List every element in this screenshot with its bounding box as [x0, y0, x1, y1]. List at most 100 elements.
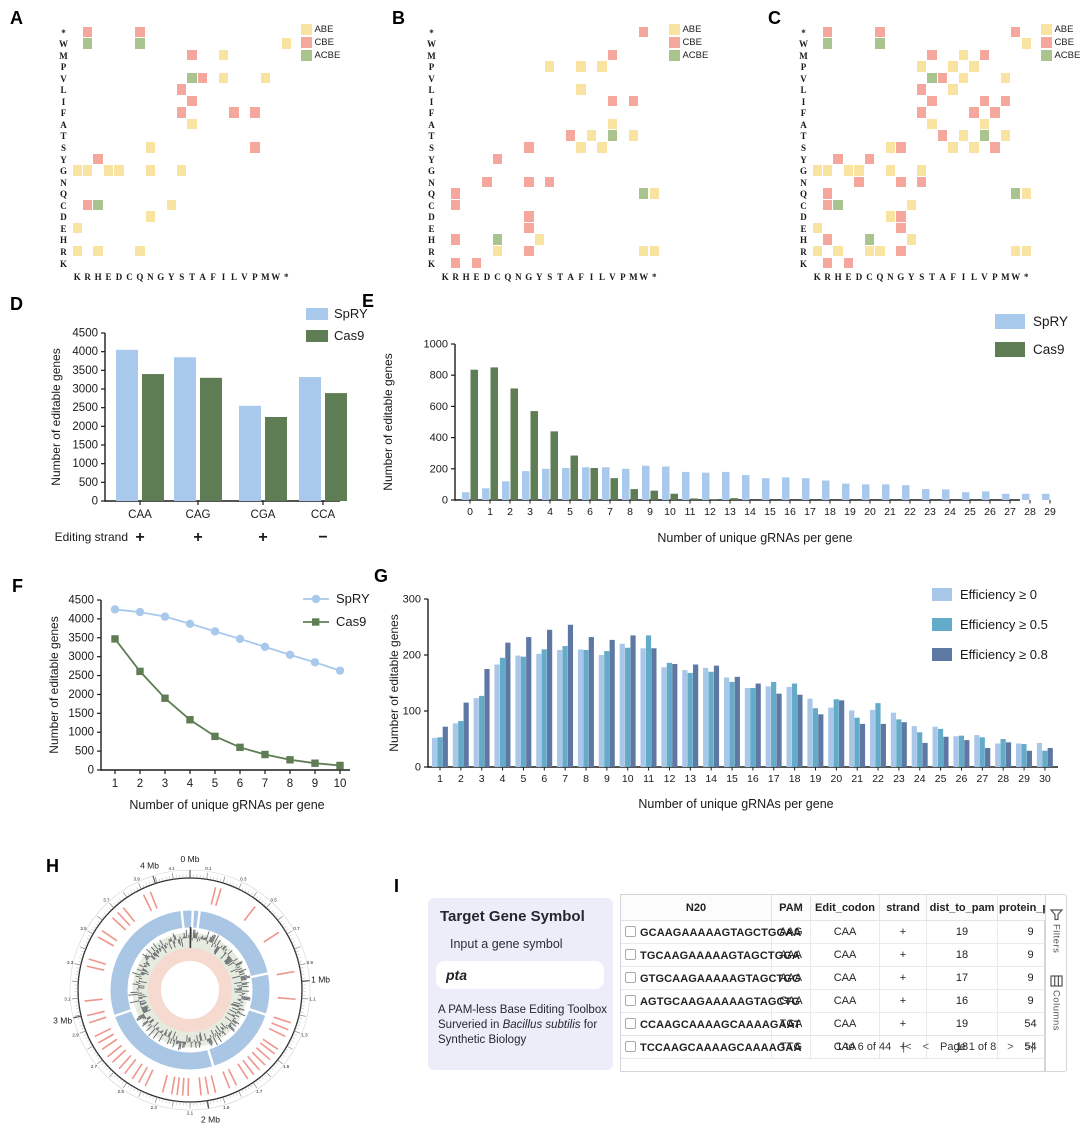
- first-page-button[interactable]: |<: [902, 1041, 912, 1053]
- svg-text:12: 12: [664, 773, 676, 785]
- svg-text:13: 13: [684, 773, 696, 785]
- edit-site-tick: [262, 1038, 279, 1050]
- bar-cas9: [570, 455, 578, 500]
- grid-cell-abe: [885, 211, 896, 222]
- svg-text:9: 9: [604, 773, 610, 785]
- grid-cell-cbe: [450, 257, 461, 269]
- column-header-dist_to_pam[interactable]: dist_to_pam: [926, 895, 998, 921]
- columns-tab[interactable]: Columns: [1050, 990, 1062, 1032]
- row-checkbox[interactable]: [625, 948, 636, 960]
- svg-text:24: 24: [914, 773, 926, 785]
- grid-cell-cbe: [937, 72, 948, 84]
- bar-eff08: [505, 642, 511, 767]
- svg-text:Efficiency ≥ 0.8: Efficiency ≥ 0.8: [960, 647, 1048, 662]
- grid-cell-abe: [607, 118, 618, 130]
- row-checkbox[interactable]: [625, 1040, 636, 1052]
- bar-spry: [702, 472, 710, 500]
- svg-text:1.7: 1.7: [256, 1089, 263, 1094]
- aa-col-label: T: [929, 271, 936, 282]
- row-checkbox[interactable]: [625, 1017, 636, 1029]
- bar-eff05: [1021, 744, 1027, 767]
- bar-eff05: [583, 649, 589, 767]
- grid-cell-cbe: [187, 49, 197, 61]
- filters-tab[interactable]: Filters: [1050, 924, 1062, 954]
- svg-text:3: 3: [479, 773, 485, 785]
- row-checkbox[interactable]: [625, 925, 636, 937]
- table-cell: CAA: [810, 943, 880, 967]
- legend-swatch-cbe: [669, 37, 681, 48]
- grid-cell-abe: [1000, 72, 1011, 84]
- row-checkbox[interactable]: [625, 971, 636, 983]
- next-page-button[interactable]: >: [1007, 1041, 1014, 1053]
- svg-text:2500: 2500: [68, 670, 94, 682]
- svg-text:10: 10: [334, 778, 347, 790]
- last-page-button[interactable]: >|: [1024, 1041, 1034, 1053]
- bar-eff05: [750, 688, 756, 767]
- svg-text:3.9: 3.9: [133, 877, 140, 882]
- svg-text:Efficiency ≥ 0: Efficiency ≥ 0: [960, 587, 1037, 602]
- bar-eff05: [437, 737, 443, 767]
- bar-eff08: [985, 747, 991, 767]
- aa-row-label: L: [800, 85, 807, 96]
- bar-cas9: [470, 369, 478, 500]
- aa-col-label: A: [199, 271, 206, 282]
- grid-cell-cbe: [545, 176, 555, 188]
- aa-row-label: F: [428, 108, 435, 119]
- point-cas9: [186, 716, 194, 724]
- svg-text:1.3: 1.3: [301, 1032, 308, 1037]
- svg-text:3 Mb: 3 Mb: [53, 1016, 72, 1026]
- grid-cell-abe: [1021, 38, 1031, 49]
- column-header-edit_codon[interactable]: Edit_codon: [810, 895, 880, 921]
- svg-text:3000: 3000: [72, 384, 98, 396]
- edit-site-tick: [176, 1077, 181, 1096]
- svg-text:20: 20: [864, 506, 876, 518]
- edit-site-tick: [204, 1076, 210, 1095]
- column-header-pam[interactable]: PAM: [771, 895, 811, 921]
- svg-text:CAA: CAA: [128, 509, 152, 521]
- bar-eff0: [431, 737, 438, 767]
- columns-icon[interactable]: [1049, 975, 1063, 987]
- aa-col-label: W: [1011, 271, 1021, 282]
- aa-col-label: L: [230, 271, 237, 282]
- aa-col-label: C: [126, 271, 133, 282]
- bar-eff0: [765, 686, 771, 767]
- filter-funnel-icon[interactable]: [1049, 909, 1063, 921]
- svg-text:Cas9: Cas9: [1033, 342, 1065, 357]
- grid-cell-cbe: [896, 245, 906, 257]
- svg-text:600: 600: [430, 401, 448, 413]
- gene-query-panel: Target Gene Symbol Input a gene symbol A…: [428, 898, 613, 1070]
- grid-cell-cbe: [917, 176, 927, 188]
- svg-text:12: 12: [704, 506, 716, 518]
- svg-text:1000: 1000: [68, 727, 94, 739]
- aa-row-label: E: [60, 223, 67, 234]
- column-header-strand[interactable]: strand: [879, 895, 927, 921]
- svg-text:1: 1: [487, 506, 493, 518]
- bar-eff0: [953, 736, 959, 767]
- bar-eff0: [536, 653, 542, 767]
- aa-col-label: I: [221, 271, 226, 282]
- bar-cas9: [530, 411, 538, 500]
- table-cell: +: [879, 943, 927, 967]
- svg-text:2000: 2000: [72, 421, 98, 433]
- bar-eff08: [588, 637, 594, 767]
- table-cell: 18: [926, 1035, 998, 1059]
- svg-text:3: 3: [527, 506, 533, 518]
- svg-text:Cas9: Cas9: [334, 328, 364, 343]
- bar-spry: [482, 488, 490, 500]
- aa-col-label: W: [639, 271, 649, 282]
- svg-text:2.1: 2.1: [187, 1111, 194, 1116]
- aa-col-label: D: [855, 271, 863, 282]
- edit-site-tick: [111, 917, 127, 931]
- gene-symbol-input[interactable]: [436, 961, 604, 989]
- table-row: CCAAGCAAAAGCAAAAGAAT TGA CAA +19 54: [621, 1012, 1063, 1036]
- aa-col-label: K: [73, 271, 81, 282]
- grid-cell-abe: [576, 84, 586, 95]
- grid-cell-cbe: [177, 107, 187, 118]
- aa-col-label: Y: [536, 271, 543, 282]
- column-header-n20[interactable]: N20: [621, 895, 772, 921]
- row-checkbox[interactable]: [625, 994, 636, 1006]
- prev-page-button[interactable]: <: [922, 1041, 929, 1053]
- bar-spry: [782, 477, 790, 500]
- grid-cell-abe: [93, 245, 103, 257]
- svg-text:26: 26: [984, 506, 996, 518]
